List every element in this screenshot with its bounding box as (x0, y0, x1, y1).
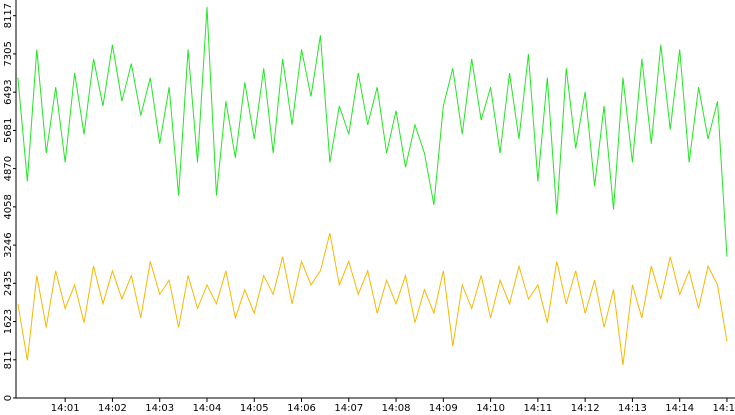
x-tick-label: 14:12 (571, 403, 600, 414)
x-tick-label: 14:09 (429, 403, 458, 414)
x-tick-label: 14:15 (713, 403, 735, 414)
x-tick-label: 14:11 (523, 403, 552, 414)
y-tick-label: 4058 (3, 194, 14, 219)
x-tick-label: 14:03 (145, 403, 174, 414)
x-tick-label: 14:10 (476, 403, 505, 414)
series-line (17, 7, 728, 257)
y-tick-label: 1623 (3, 309, 14, 334)
series-line (17, 233, 728, 366)
x-tick-label: 14:07 (334, 403, 363, 414)
x-tick-label: 14:08 (382, 403, 411, 414)
x-tick-label: 14:05 (240, 403, 269, 414)
y-tick-label: 4870 (3, 156, 14, 181)
y-tick-label: 811 (3, 350, 14, 369)
y-tick-label: 8117 (3, 3, 14, 28)
x-tick-label: 14:02 (98, 403, 127, 414)
y-tick-label: 0 (3, 395, 14, 401)
x-tick-label: 14:06 (287, 403, 316, 414)
y-tick-label: 5681 (3, 118, 14, 143)
x-tick-label: 14:14 (665, 403, 694, 414)
y-tick-label: 2435 (3, 271, 14, 296)
x-tick-label: 14:01 (51, 403, 80, 414)
y-tick-label: 3246 (3, 232, 14, 257)
x-tick-label: 14:04 (193, 403, 222, 414)
x-tick-label: 14:13 (618, 403, 647, 414)
y-tick-label: 6493 (3, 79, 14, 104)
y-tick-label: 7305 (3, 41, 14, 66)
